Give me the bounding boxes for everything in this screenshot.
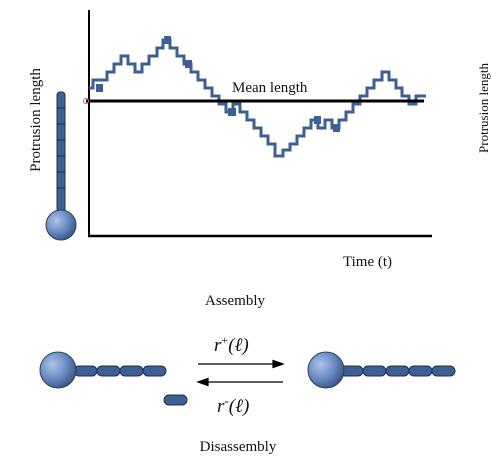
cropped-y-axis-label: Protrusion length [476, 63, 491, 153]
vertical-protrusion-icon [45, 91, 77, 241]
mean-origin-marker [83, 98, 89, 104]
assembly-label: Assembly [205, 293, 266, 309]
trace-step-markers [96, 36, 340, 132]
length-trace [89, 38, 426, 158]
assembly-arrow [198, 359, 285, 369]
y-axis-label: Protrusion length [28, 68, 44, 172]
plot-axes [88, 10, 432, 238]
long-protrusion-icon [307, 351, 456, 389]
disassembly-label: Disassembly [200, 439, 277, 455]
disassembly-arrow [196, 377, 283, 387]
mean-length-label: Mean length [232, 80, 308, 96]
short-protrusion-icon [39, 351, 167, 389]
x-axis-label: Time (t) [343, 254, 392, 270]
free-monomer-icon [163, 394, 188, 406]
disassembly-rate-label: r-(ℓ) [217, 393, 249, 417]
assembly-rate-label: r+(ℓ) [214, 333, 249, 356]
